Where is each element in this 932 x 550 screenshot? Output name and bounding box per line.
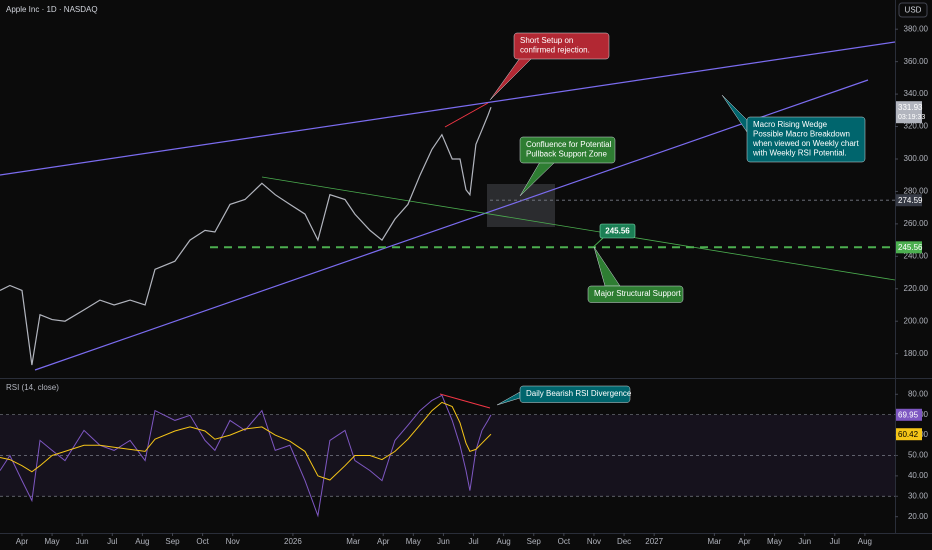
last-value-label: 60.42 xyxy=(898,430,919,439)
x-tick-label: Jul xyxy=(468,537,478,546)
y-tick-label: 380.00 xyxy=(904,24,929,33)
level-callout-label: 245.56 xyxy=(605,227,630,236)
y-tick-label: 50.00 xyxy=(908,451,929,460)
x-tick-label: Nov xyxy=(587,537,601,546)
callout-text: Daily Bearish RSI Divergence xyxy=(526,389,632,398)
currency-label[interactable]: USD xyxy=(905,6,922,15)
price-line-label: 274.59 xyxy=(898,196,923,205)
price-divergence xyxy=(444,102,489,128)
x-tick-label: Mar xyxy=(346,537,360,546)
x-tick-label: Oct xyxy=(558,537,571,546)
x-tick-label: 2026 xyxy=(284,537,302,546)
wedge-upper xyxy=(0,41,896,176)
level-callout xyxy=(599,223,636,239)
callout-box xyxy=(519,385,631,403)
chart-title: Apple Inc · 1D · NASDAQ xyxy=(6,5,98,14)
callout-text: Confluence for Potential xyxy=(526,140,612,149)
x-tick-label: Jul xyxy=(107,537,117,546)
callout-text: confirmed rejection. xyxy=(520,46,590,55)
callout-text: Macro Rising Wedge xyxy=(753,120,828,129)
y-tick-label: 260.00 xyxy=(904,219,929,228)
x-tick-label: Jun xyxy=(798,537,811,546)
x-tick-label: Jun xyxy=(437,537,450,546)
y-tick-label: 80.00 xyxy=(908,389,929,398)
callout-text: with Weekly RSI Potential. xyxy=(752,149,847,158)
wedge-lower xyxy=(34,79,869,371)
callout-box xyxy=(519,136,616,164)
y-tick-label: 220.00 xyxy=(904,284,929,293)
y-tick-label: 360.00 xyxy=(904,57,929,66)
callout-box xyxy=(587,285,684,303)
level-callout-pointer xyxy=(592,237,604,248)
x-tick-label: Aug xyxy=(135,537,149,546)
rsi-divergence xyxy=(439,393,491,409)
price-line-badge xyxy=(896,241,922,254)
y-tick-label: 320.00 xyxy=(904,122,929,131)
callout-text: when viewed on Weekly chart xyxy=(752,139,859,148)
support-zone xyxy=(487,184,555,227)
rsi-title: RSI (14, close) xyxy=(6,383,59,392)
callout-text: Short Setup on xyxy=(520,36,573,45)
callout-box xyxy=(513,32,610,60)
y-tick-label: 20.00 xyxy=(908,512,929,521)
price-line-label: 245.56 xyxy=(898,243,923,252)
last-value-label: 69.95 xyxy=(898,410,919,419)
descending-trendline xyxy=(261,176,896,281)
y-tick-label: 340.00 xyxy=(904,89,929,98)
x-tick-label: Dec xyxy=(617,537,631,546)
series-line xyxy=(0,394,492,518)
x-tick-label: Jul xyxy=(830,537,840,546)
y-tick-label: 180.00 xyxy=(904,349,929,358)
callout-text: Major Structural Support xyxy=(594,289,681,298)
last-value-badge xyxy=(896,428,922,441)
x-tick-label: Apr xyxy=(738,537,751,546)
y-tick-label: 240.00 xyxy=(904,251,929,260)
price-line-badge xyxy=(896,194,922,207)
y-tick-label: 40.00 xyxy=(908,471,929,480)
x-tick-label: May xyxy=(45,537,60,546)
x-tick-label: Jun xyxy=(76,537,89,546)
x-tick-label: Nov xyxy=(226,537,240,546)
y-tick-label: 300.00 xyxy=(904,154,929,163)
countdown-label: 03:19:33 xyxy=(898,114,925,121)
x-tick-label: May xyxy=(767,537,782,546)
x-tick-label: Oct xyxy=(196,537,209,546)
x-tick-label: Mar xyxy=(707,537,721,546)
callout-text: Possible Macro Breakdown xyxy=(753,130,850,139)
x-tick-label: Apr xyxy=(16,537,29,546)
currency-button[interactable] xyxy=(898,2,928,18)
y-tick-label: 200.00 xyxy=(904,316,929,325)
last-value-badge xyxy=(896,408,922,421)
series-line xyxy=(0,106,492,366)
y-tick-label: 30.00 xyxy=(908,491,929,500)
x-tick-label: May xyxy=(406,537,421,546)
x-tick-label: Aug xyxy=(858,537,872,546)
x-tick-label: Apr xyxy=(377,537,390,546)
last-value-badge xyxy=(896,101,922,124)
y-tick-label: 280.00 xyxy=(904,187,929,196)
x-tick-label: 2027 xyxy=(645,537,663,546)
callout-text: Pullback Support Zone xyxy=(526,150,607,159)
series-line xyxy=(0,401,492,481)
last-value-label: 331.93 xyxy=(898,103,923,112)
x-tick-label: Sep xyxy=(165,537,180,546)
x-tick-label: Sep xyxy=(527,537,542,546)
x-tick-label: Aug xyxy=(497,537,511,546)
callout-box xyxy=(746,116,866,163)
